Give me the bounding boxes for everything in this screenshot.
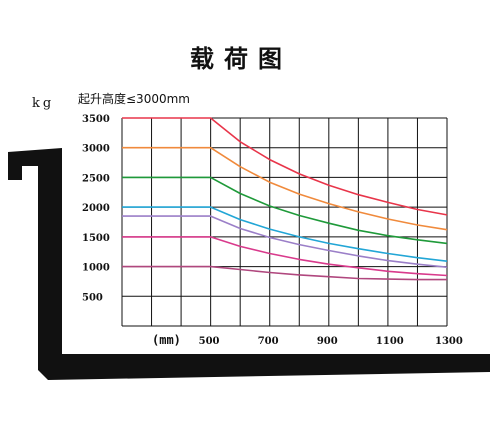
y-tick-label: 2500 xyxy=(82,173,110,184)
x-axis-unit: (mm) xyxy=(152,333,181,347)
series-line-7 xyxy=(122,265,447,281)
series-line-3 xyxy=(122,176,448,245)
y-tick-label: 1000 xyxy=(82,263,110,274)
fork-silhouette xyxy=(8,148,490,380)
x-tick-label: 1100 xyxy=(376,336,404,347)
series-line-4 xyxy=(122,206,448,262)
series-line-5 xyxy=(122,215,448,268)
x-tick-label: 1300 xyxy=(435,336,463,347)
y-tick-label: 3500 xyxy=(82,114,110,125)
y-tick-label: 500 xyxy=(82,292,103,303)
x-tick-label: 700 xyxy=(258,336,279,347)
series-line-6 xyxy=(122,236,448,277)
y-tick-label: 3000 xyxy=(82,144,110,155)
chart-subtitle: 起升高度≤3000mm xyxy=(78,91,190,106)
series-line-1 xyxy=(122,117,448,216)
y-tick-label: 1500 xyxy=(82,233,110,244)
y-tick-label: 2000 xyxy=(82,203,110,214)
y-axis-unit: kg xyxy=(32,96,54,111)
chart-title: 载荷图 xyxy=(190,45,292,73)
x-tick-labels: 500 700 900 1100 1300 xyxy=(199,336,463,347)
chart-grid xyxy=(121,117,448,327)
x-tick-label: 500 xyxy=(199,336,220,347)
series-layer xyxy=(122,117,448,281)
x-tick-label: 900 xyxy=(317,336,338,347)
y-tick-labels: 500 1000 1500 2000 2500 3000 3500 xyxy=(82,114,110,303)
series-line-2 xyxy=(122,146,448,231)
